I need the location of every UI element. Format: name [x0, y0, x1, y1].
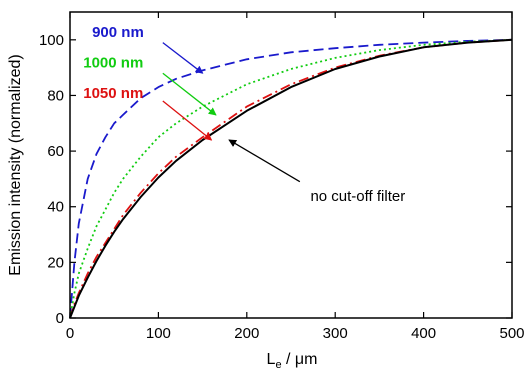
annotation-label-no-cut-off-filter: no cut-off filter	[310, 188, 405, 205]
y-tick-label: 40	[47, 199, 64, 216]
annotation-label-1050-nm: 1050 nm	[83, 85, 143, 102]
x-tick-label: 400	[411, 325, 436, 342]
annotation-arrow-900-nm	[162, 42, 204, 74]
x-axis-label-main: L	[267, 351, 276, 368]
x-axis-label-rest: / μm	[282, 351, 318, 368]
annotation-label-1000-nm: 1000 nm	[83, 55, 143, 72]
x-tick-label: 500	[499, 325, 524, 342]
annotation-arrow-no-cut-off-filter	[228, 139, 301, 183]
x-tick-label: 0	[66, 325, 74, 342]
y-tick-label: 20	[47, 254, 64, 271]
plot-frame	[69, 11, 513, 319]
series-line-no-cut-off-filter	[69, 38, 513, 319]
tick-layer: 0 100 200 300 400 500 0 20 40 60 80 100	[39, 12, 525, 342]
y-tick-label: 100	[39, 32, 64, 49]
x-axis-label-sub: e	[275, 359, 281, 369]
series-line-1000-nm	[69, 38, 513, 319]
x-tick-label: 200	[234, 325, 259, 342]
series-line-900-nm	[69, 38, 513, 319]
series-line-1050-nm	[69, 38, 513, 319]
y-tick-label: 80	[47, 87, 64, 104]
annotation-arrow-1050-nm	[162, 100, 213, 141]
y-tick-label: 60	[47, 143, 64, 160]
y-axis-label: Emission intensity (normalized)	[7, 54, 24, 275]
y-tick-label: 0	[56, 310, 64, 327]
annotation-label-900-nm: 900 nm	[92, 24, 144, 41]
series-layer	[69, 38, 513, 319]
x-axis-label: Le / μm	[267, 351, 318, 369]
annotation-arrow-1000-nm	[162, 72, 217, 116]
x-tick-label: 100	[146, 325, 171, 342]
x-tick-label: 300	[323, 325, 348, 342]
annotation-layer: 900 nm 1000 nm 1050 nm no cut-off filter	[83, 24, 405, 205]
